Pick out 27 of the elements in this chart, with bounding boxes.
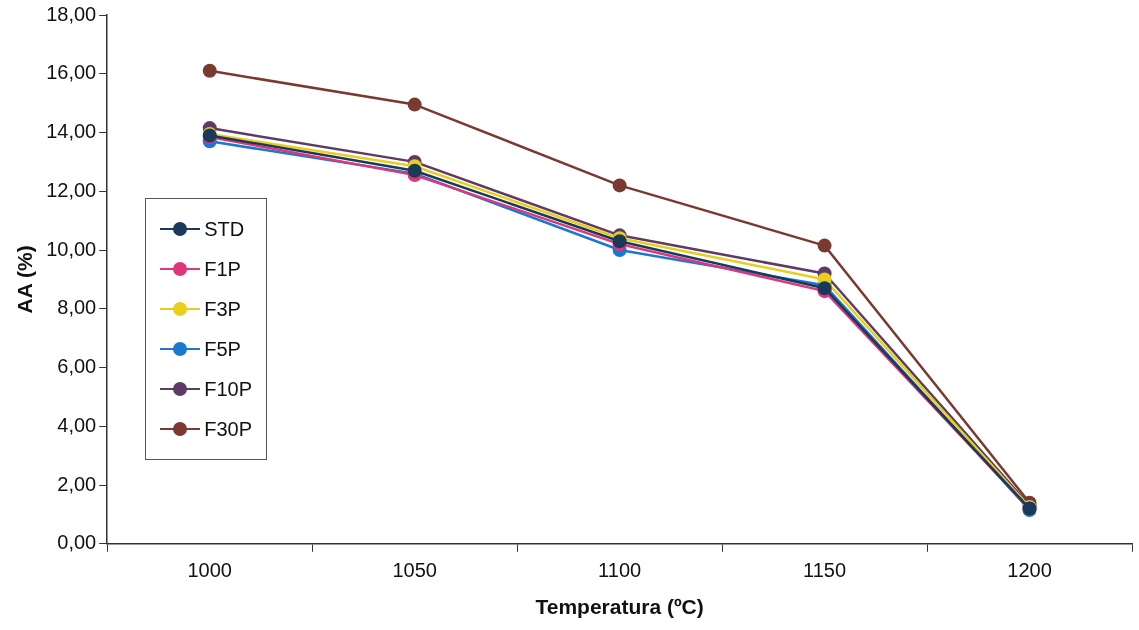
y-tick-label: 16,00: [46, 61, 97, 84]
x-tick-label: 1100: [598, 559, 642, 582]
x-axis-title: Temperatura (ºC): [535, 595, 704, 619]
y-axis-title: AA (%): [13, 245, 37, 314]
x-tick-label: 1050: [392, 559, 437, 582]
y-tick-label: 10,00: [46, 237, 97, 260]
point: [407, 97, 422, 112]
point: [202, 63, 217, 78]
x-tick-label: 1000: [187, 559, 232, 582]
y-tick-label: 0,00: [57, 531, 97, 554]
legend-label: F3P: [204, 297, 241, 321]
y-tick-label: 8,00: [57, 296, 97, 319]
y-tick-label: 6,00: [57, 355, 97, 378]
y-tick-label: 18,00: [46, 2, 97, 25]
y-tick-label: 14,00: [46, 120, 97, 143]
y-tick-label: 12,00: [46, 178, 97, 201]
legend-label: F1P: [204, 257, 241, 281]
legend-label: F30P: [204, 417, 253, 441]
legend-label: F10P: [204, 377, 253, 401]
legend-label: F5P: [204, 337, 241, 361]
y-tick-label: 4,00: [57, 413, 97, 436]
legend-label: STD: [204, 217, 245, 241]
x-tick-label: 1150: [803, 559, 847, 582]
x-tick-label: 1200: [1007, 559, 1052, 582]
point: [817, 238, 832, 253]
y-tick-label: 2,00: [57, 472, 97, 495]
point: [612, 178, 627, 193]
